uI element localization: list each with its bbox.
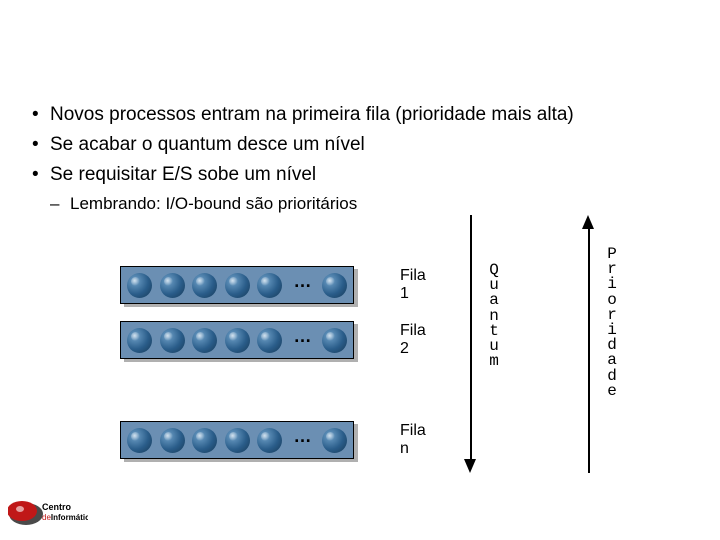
process-ball (322, 328, 347, 353)
quantum-arrow-line (470, 215, 472, 460)
ellipsis: … (290, 276, 315, 286)
queue-label: Fila 2 (400, 322, 426, 358)
queue-body: … (120, 421, 354, 459)
bullet-item: Se acabar o quantum desce um nível (28, 134, 692, 156)
queue-label: Fila n (400, 422, 426, 458)
queue-label: Fila 1 (400, 267, 426, 303)
process-ball (225, 273, 250, 298)
process-ball (160, 328, 185, 353)
process-ball (225, 328, 250, 353)
process-ball (322, 428, 347, 453)
process-ball (225, 428, 250, 453)
queue-body: … (120, 266, 354, 304)
mfq-diagram: … Fila 1 … Fila 2 (120, 265, 700, 525)
svg-text:Centro: Centro (42, 502, 72, 512)
quantum-label: Quantum (487, 263, 501, 369)
process-ball (160, 428, 185, 453)
process-ball (127, 428, 152, 453)
queue-body: … (120, 321, 354, 359)
priority-arrow-line (588, 228, 590, 473)
process-ball (160, 273, 185, 298)
cin-logo: Centro deInformática (8, 492, 88, 534)
process-ball (192, 428, 217, 453)
process-ball (192, 328, 217, 353)
queue-row: … Fila 2 (120, 320, 354, 360)
sub-bullet-item: Lembrando: I/O-bound são prioritários (28, 194, 692, 214)
process-ball (257, 273, 282, 298)
ellipsis: … (290, 331, 315, 341)
process-ball (257, 428, 282, 453)
queue-row: … Fila n (120, 420, 354, 460)
queue-row: … Fila 1 (120, 265, 354, 305)
process-ball (192, 273, 217, 298)
process-ball (322, 273, 347, 298)
process-ball (257, 328, 282, 353)
priority-label: Prioridade (605, 247, 619, 399)
ellipsis: … (290, 431, 315, 441)
bullet-item: Se requisitar E/S sobe um nível (28, 164, 692, 186)
priority-arrow-head (582, 215, 594, 229)
process-ball (127, 273, 152, 298)
bullet-item: Novos processos entram na primeira fila … (28, 104, 692, 126)
process-ball (127, 328, 152, 353)
quantum-arrow-head (464, 459, 476, 473)
svg-text:deInformática: deInformática (42, 513, 88, 522)
